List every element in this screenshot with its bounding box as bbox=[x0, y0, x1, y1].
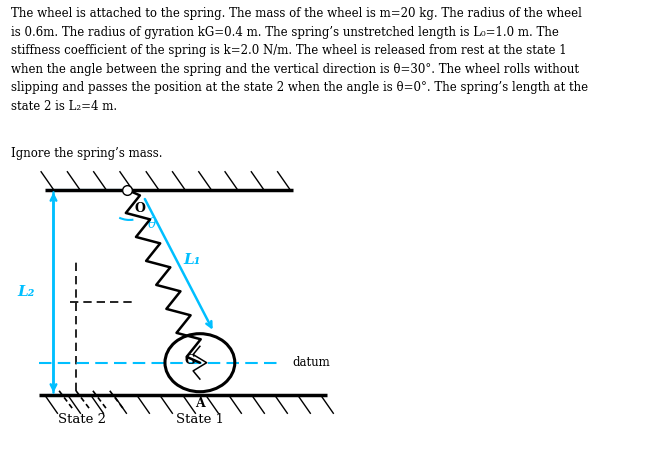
Text: A: A bbox=[195, 397, 205, 410]
Text: O: O bbox=[134, 202, 145, 215]
Text: G: G bbox=[185, 354, 196, 367]
Text: L₂: L₂ bbox=[17, 285, 35, 300]
Text: The wheel is attached to the spring. The mass of the wheel is m=20 kg. The radiu: The wheel is attached to the spring. The… bbox=[11, 7, 588, 112]
Text: State 2: State 2 bbox=[58, 413, 106, 425]
Text: θ: θ bbox=[148, 217, 156, 231]
Text: Ignore the spring’s mass.: Ignore the spring’s mass. bbox=[11, 147, 163, 161]
Text: L₁: L₁ bbox=[183, 253, 200, 267]
Text: State 1: State 1 bbox=[176, 413, 224, 425]
Text: datum: datum bbox=[293, 356, 330, 369]
